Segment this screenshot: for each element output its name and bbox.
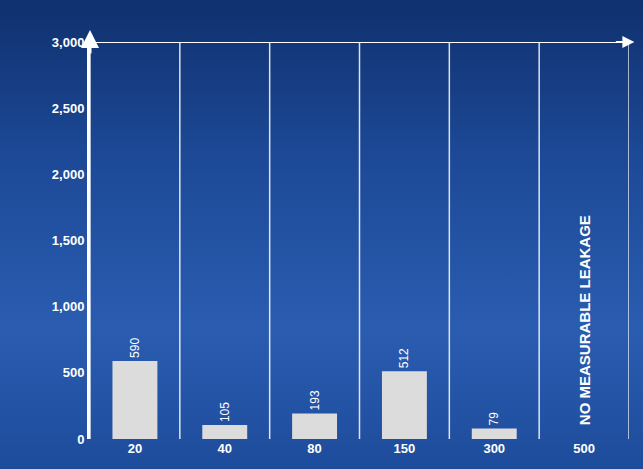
svg-text:0: 0	[77, 432, 84, 447]
svg-text:79: 79	[487, 412, 501, 426]
svg-text:20: 20	[128, 441, 142, 456]
svg-text:500: 500	[63, 365, 85, 380]
svg-text:1,000: 1,000	[52, 299, 85, 314]
svg-text:150: 150	[394, 441, 416, 456]
svg-text:512: 512	[397, 348, 411, 368]
svg-text:2,000: 2,000	[52, 167, 85, 182]
svg-text:2,500: 2,500	[52, 101, 85, 116]
svg-text:1,500: 1,500	[52, 233, 85, 248]
svg-text:105: 105	[218, 402, 232, 422]
svg-text:193: 193	[308, 390, 322, 410]
svg-text:300: 300	[483, 441, 505, 456]
svg-text:40: 40	[218, 441, 232, 456]
svg-text:80: 80	[307, 441, 321, 456]
svg-text:3,000: 3,000	[52, 35, 85, 50]
svg-text:590: 590	[128, 338, 142, 358]
svg-text:500: 500	[573, 441, 595, 456]
svg-text:NO MEASURABLE LEAKAGE: NO MEASURABLE LEAKAGE	[576, 215, 593, 425]
